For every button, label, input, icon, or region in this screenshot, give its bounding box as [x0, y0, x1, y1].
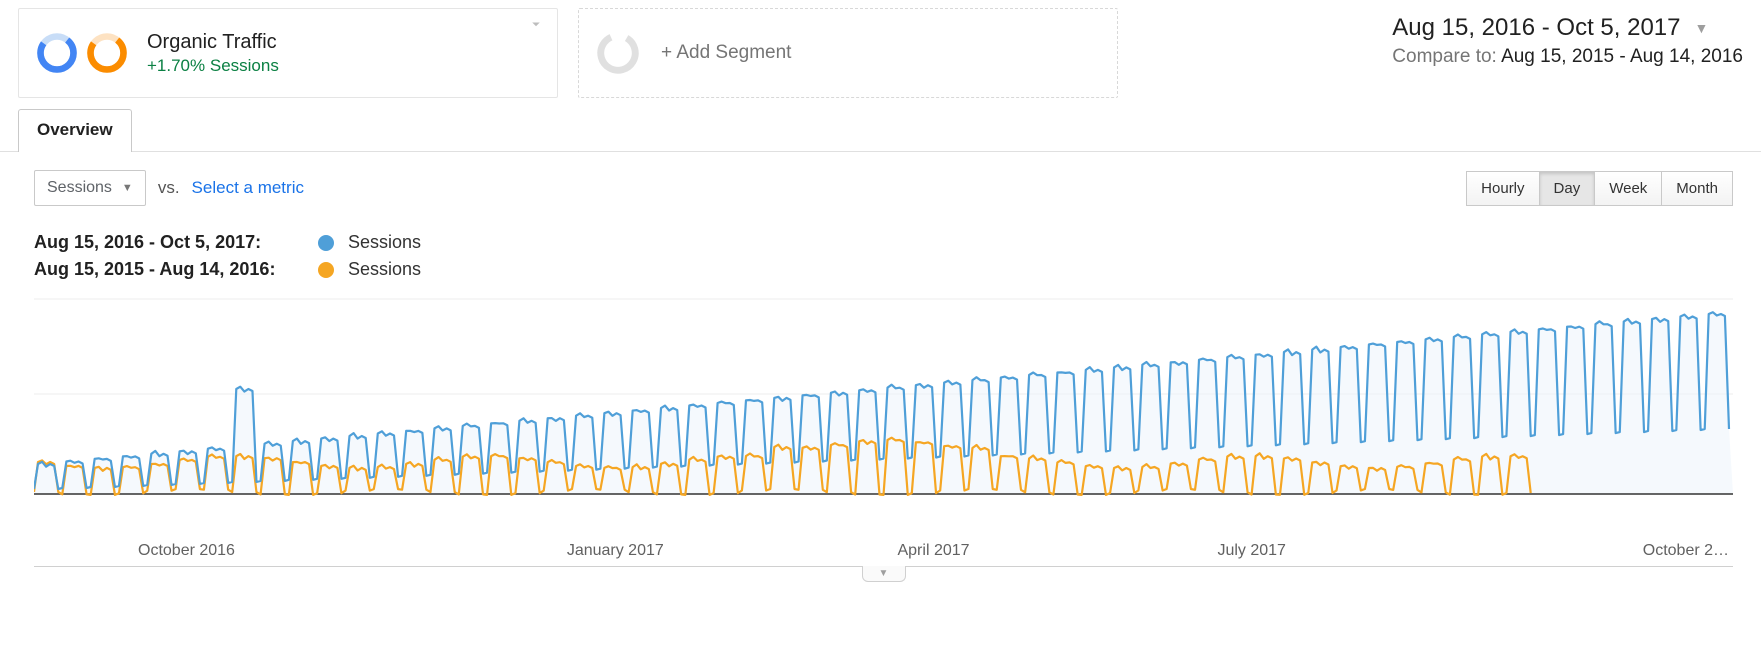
- date-compare-line: Compare to: Aug 15, 2015 - Aug 14, 2016: [1392, 46, 1743, 68]
- legend-row-1: Aug 15, 2015 - Aug 14, 2016: Sessions: [34, 259, 1761, 280]
- donut-secondary-icon: [85, 31, 129, 75]
- x-tick-4: October 2…: [1411, 542, 1729, 560]
- caret-down-icon: ▼: [122, 182, 133, 194]
- x-tick-0: October 2016: [38, 542, 456, 560]
- chart-legend: Aug 15, 2016 - Oct 5, 2017: Sessions Aug…: [0, 210, 1761, 294]
- date-primary: Aug 15, 2016 - Oct 5, 2017: [1392, 14, 1680, 42]
- tab-overview[interactable]: Overview: [18, 109, 132, 152]
- controls-row: Sessions ▼ vs. Select a metric Hourly Da…: [0, 152, 1761, 210]
- x-tick-2: April 2017: [774, 542, 1092, 560]
- granularity-month[interactable]: Month: [1662, 171, 1733, 206]
- add-segment-donut-icon: [595, 30, 641, 76]
- date-compare-value: Aug 15, 2015 - Aug 14, 2016: [1501, 46, 1743, 67]
- top-row: Organic Traffic +1.70% Sessions + Add Se…: [0, 0, 1761, 108]
- date-compare-label: Compare to:: [1392, 46, 1497, 67]
- x-tick-3: July 2017: [1093, 542, 1411, 560]
- metric-selector[interactable]: Sessions ▼: [34, 170, 146, 206]
- chart-container: October 2016 January 2017 April 2017 Jul…: [0, 294, 1761, 582]
- legend-row-0: Aug 15, 2016 - Oct 5, 2017: Sessions: [34, 232, 1761, 253]
- granularity-week[interactable]: Week: [1595, 171, 1662, 206]
- select-metric-link[interactable]: Select a metric: [192, 178, 304, 198]
- segment-delta: +1.70% Sessions: [147, 56, 279, 76]
- tabs-row: Overview: [0, 108, 1761, 152]
- legend-range-1: Aug 15, 2015 - Aug 14, 2016:: [34, 259, 304, 280]
- date-range-picker[interactable]: Aug 15, 2016 - Oct 5, 2017 ▼ Compare to:…: [1392, 8, 1743, 68]
- vs-label: vs.: [158, 178, 180, 198]
- granularity-hourly[interactable]: Hourly: [1466, 171, 1539, 206]
- legend-range-0: Aug 15, 2016 - Oct 5, 2017:: [34, 232, 304, 253]
- legend-label-1: Sessions: [348, 259, 421, 280]
- add-segment-card[interactable]: + Add Segment: [578, 8, 1118, 98]
- chevron-down-icon[interactable]: [527, 15, 545, 38]
- segment-title: Organic Traffic: [147, 31, 279, 54]
- x-tick-1: January 2017: [456, 542, 774, 560]
- legend-label-0: Sessions: [348, 232, 421, 253]
- segment-card-organic[interactable]: Organic Traffic +1.70% Sessions: [18, 8, 558, 98]
- expand-handle[interactable]: ▼: [862, 566, 906, 582]
- segment-text: Organic Traffic +1.70% Sessions: [147, 31, 279, 76]
- granularity-day[interactable]: Day: [1540, 171, 1596, 206]
- caret-down-icon[interactable]: ▼: [1694, 20, 1708, 36]
- legend-dot-0: [318, 235, 334, 251]
- legend-dot-1: [318, 262, 334, 278]
- granularity-group: Hourly Day Week Month: [1466, 171, 1733, 206]
- x-axis-labels: October 2016 January 2017 April 2017 Jul…: [34, 534, 1733, 567]
- sessions-line-chart: [34, 294, 1733, 534]
- segment-donuts: [35, 31, 129, 75]
- metric-selector-label: Sessions: [47, 179, 112, 197]
- donut-primary-icon: [35, 31, 79, 75]
- add-segment-label: + Add Segment: [661, 42, 791, 64]
